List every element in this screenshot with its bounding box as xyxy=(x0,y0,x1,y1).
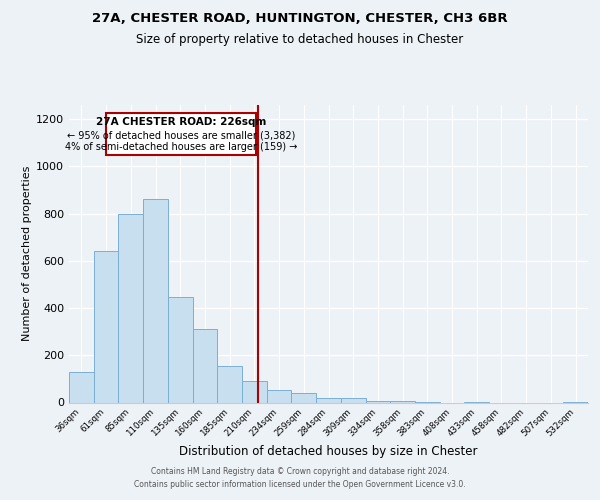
Text: Size of property relative to detached houses in Chester: Size of property relative to detached ho… xyxy=(136,32,464,46)
Bar xyxy=(193,330,217,402)
Bar xyxy=(365,401,390,402)
Bar xyxy=(118,214,143,402)
X-axis label: Distribution of detached houses by size in Chester: Distribution of detached houses by size … xyxy=(179,446,478,458)
Text: 4% of semi-detached houses are larger (159) →: 4% of semi-detached houses are larger (1… xyxy=(65,142,297,152)
Bar xyxy=(242,380,267,402)
Bar xyxy=(316,398,341,402)
Bar xyxy=(94,252,118,402)
Text: Contains HM Land Registry data © Crown copyright and database right 2024.: Contains HM Land Registry data © Crown c… xyxy=(151,467,449,476)
Text: ← 95% of detached houses are smaller (3,382): ← 95% of detached houses are smaller (3,… xyxy=(67,131,295,141)
Y-axis label: Number of detached properties: Number of detached properties xyxy=(22,166,32,342)
FancyBboxPatch shape xyxy=(106,112,256,155)
Bar xyxy=(143,200,168,402)
Bar xyxy=(217,366,242,403)
Bar xyxy=(267,390,292,402)
Bar xyxy=(341,398,365,402)
Text: Contains public sector information licensed under the Open Government Licence v3: Contains public sector information licen… xyxy=(134,480,466,489)
Bar xyxy=(292,393,316,402)
Text: 27A CHESTER ROAD: 226sqm: 27A CHESTER ROAD: 226sqm xyxy=(95,117,266,127)
Bar xyxy=(168,298,193,403)
Bar xyxy=(69,372,94,402)
Text: 27A, CHESTER ROAD, HUNTINGTON, CHESTER, CH3 6BR: 27A, CHESTER ROAD, HUNTINGTON, CHESTER, … xyxy=(92,12,508,26)
